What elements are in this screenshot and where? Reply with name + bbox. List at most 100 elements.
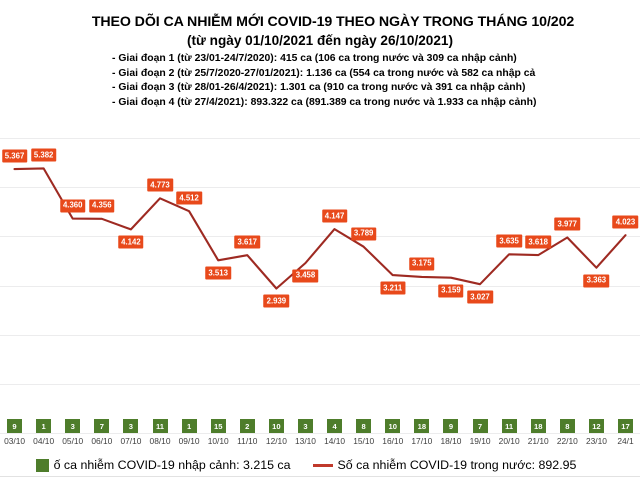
gridline [0,383,640,385]
phase-line-3: - Giai đoạn 3 (từ 28/01-26/4/2021): 1.30… [112,82,526,94]
bar[interactable]: 1 [36,419,52,433]
bar[interactable]: 3 [65,419,81,433]
bar-slot: 11 [145,138,174,433]
x-axis-tick: 23/10 [585,436,607,446]
line-value-label: 3.159 [438,284,464,298]
bar[interactable]: 10 [385,419,401,433]
line-value-label: 4.142 [118,235,144,249]
bar[interactable]: 18 [530,419,546,433]
chart-subtitle: (từ ngày 01/10/2021 đến ngày 26/10/2021) [186,33,453,48]
line-value-label: 4.023 [612,215,639,229]
bar-value-label: 2 [244,422,251,431]
page-title: THEO DÕI CA NHIỄM MỚI COVID-19 THEO NGÀY… [91,14,575,30]
bar[interactable]: 7 [472,419,488,433]
bar-value-label: 11 [155,422,166,431]
bar[interactable]: 2 [239,419,255,433]
bar-series-imported-cases: 9 1 3 7 3 11 1 15 2 10 3 4 8 10 18 9 7 11 18 8 12 17 [0,138,640,433]
bar-slot: 1 [175,138,204,433]
bar-slot: 17 [611,138,640,433]
legend-item-domestic: Số ca nhiễm COVID-19 trong nước: 892.95 [312,458,576,472]
bar-slot: 3 [58,138,87,433]
line-value-label: 3.789 [350,227,377,241]
x-axis-tick: 13/10 [295,436,316,446]
line-value-label: 3.977 [554,217,581,231]
chart-plot-area: 9 1 3 7 3 11 1 15 2 10 3 4 8 10 18 9 7 11 18 8 12 17 5.367 5.3… [0,138,640,434]
bar-value-label: 3 [127,422,135,431]
legend-item-imported: ố ca nhiễm COVID-19 nhập cảnh: 3.215 ca [35,458,291,472]
x-axis-tick: 03/10 [4,436,26,446]
line-value-label: 3.363 [583,274,610,288]
bar-slot: 1 [29,138,58,433]
line-value-label: 3.513 [205,266,231,280]
bar[interactable]: 9 [443,419,459,433]
bar[interactable]: 3 [123,419,139,433]
bar[interactable]: 10 [268,419,284,433]
phase-summary-list: - Giai đoạn 1 (từ 23/01-24/7/2020): 415 … [0,52,640,110]
bar-value-label: 10 [271,422,282,431]
bar-value-label: 9 [447,422,455,431]
bar[interactable]: 8 [559,419,575,433]
line-value-label: 3.175 [409,257,435,271]
line-value-label: 3.211 [380,281,406,295]
line-value-label: 4.773 [147,178,173,192]
legend-label-imported: ố ca nhiễm COVID-19 nhập cảnh: 3.215 ca [53,458,291,472]
x-axis-tick-labels: 03/10 04/10 05/10 06/10 07/10 08/10 09/10 10/10… [0,433,640,451]
bar-value-label: 18 [533,422,544,431]
bar-value-label: 7 [98,422,105,431]
line-value-label: 3.027 [467,290,493,304]
bar-slot: 8 [349,138,378,433]
bar[interactable]: 8 [356,419,372,433]
gridline [0,433,640,434]
bar-slot: 10 [262,138,291,433]
chart-legend: ố ca nhiễm COVID-19 nhập cảnh: 3.215 ca … [0,453,626,477]
bar-value-label: 1 [40,422,47,431]
bar-value-label: 10 [387,422,398,431]
bar[interactable]: 7 [94,419,110,433]
footer-divider [0,476,640,477]
bar-value-label: 1 [185,422,193,431]
bar-slot: 7 [87,138,116,433]
bar-slot: 8 [553,138,582,433]
bar-slot: 3 [291,138,320,433]
bar[interactable]: 4 [327,419,343,433]
line-value-label: 4.512 [176,191,202,205]
bar-value-label: 15 [212,422,224,431]
bar-value-label: 3 [69,422,76,431]
bar-value-label: 17 [620,422,631,431]
bar[interactable]: 9 [7,419,23,433]
line-swatch-icon [312,463,333,467]
x-axis-tick: 11/10 [237,436,258,446]
bar-slot: 4 [320,138,349,433]
x-axis-tick: 07/10 [120,436,142,446]
bar-value-label: 11 [504,422,515,431]
bar[interactable]: 1 [181,419,197,433]
line-value-label: 5.382 [30,148,57,162]
x-axis-tick: 21/10 [527,436,549,446]
bar[interactable]: 3 [297,419,313,433]
x-axis-tick: 15/10 [353,436,375,446]
phase-line-4: - Giai đoạn 4 (từ 27/4/2021): 893.322 ca… [112,96,537,108]
bar-slot: 2 [233,138,262,433]
line-value-label: 4.360 [59,199,86,213]
bar[interactable]: 11 [152,419,168,433]
bar-slot: 9 [436,138,465,433]
bar[interactable]: 15 [210,419,226,433]
bar[interactable]: 18 [414,419,430,433]
line-value-label: 3.458 [292,269,319,283]
bar-slot: 15 [204,138,233,433]
chart-header: THEO DÕI CA NHIỄM MỚI COVID-19 THEO NGÀY… [0,0,640,110]
bar-slot: 11 [495,138,524,433]
bar-slot: 18 [524,138,553,433]
bar[interactable]: 12 [588,419,604,433]
bar[interactable]: 17 [618,419,634,433]
line-value-label: 5.367 [1,149,28,163]
bar-value-label: 8 [360,422,367,431]
x-axis-tick: 04/10 [33,436,55,446]
x-axis-tick: 06/10 [91,436,113,446]
x-axis-tick: 05/10 [62,436,84,446]
x-axis-tick: 17/10 [411,436,433,446]
gridline [0,138,640,139]
bar[interactable]: 11 [501,419,517,433]
x-axis-tick: 10/10 [207,436,229,446]
gridline [0,334,640,336]
